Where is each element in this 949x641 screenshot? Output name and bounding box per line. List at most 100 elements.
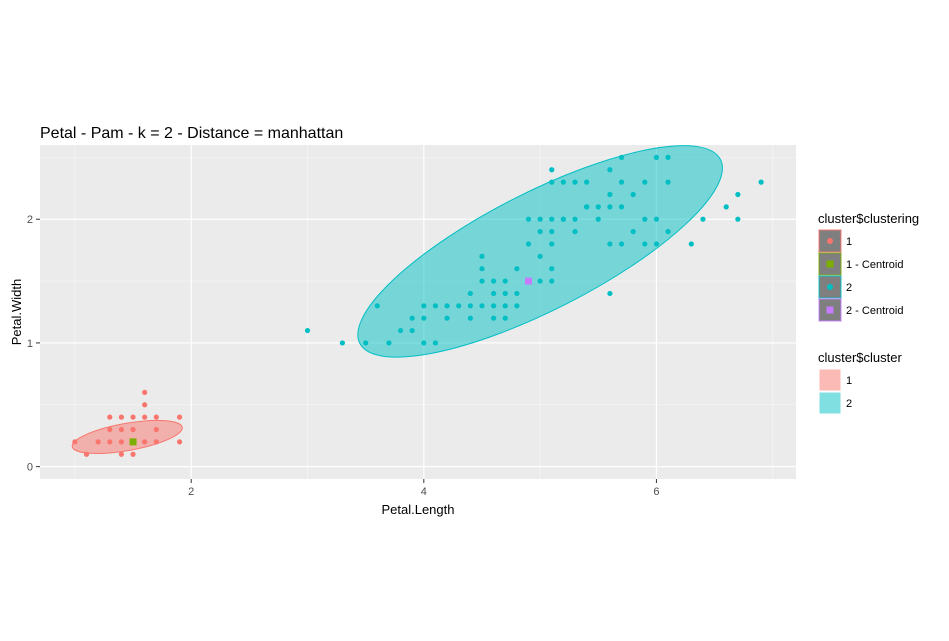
- data-point-cluster-2: [653, 154, 660, 160]
- data-point-cluster-2: [618, 179, 625, 185]
- data-point-cluster-2: [467, 290, 473, 297]
- data-point-cluster-2: [595, 204, 601, 210]
- data-point-cluster-2: [502, 303, 508, 309]
- data-point-cluster-2: [688, 241, 694, 247]
- legend-title: cluster$clustering: [818, 211, 919, 226]
- data-point-cluster-1: [107, 426, 113, 433]
- data-point-cluster-2: [502, 315, 508, 321]
- data-point-cluster-2: [397, 327, 404, 334]
- data-point-cluster-2: [491, 303, 497, 309]
- data-point-cluster-2: [607, 241, 613, 247]
- data-point-cluster-1: [176, 414, 183, 420]
- data-point-cluster-2: [758, 179, 764, 185]
- data-point-cluster-2: [514, 266, 520, 272]
- legend-label: 1: [846, 375, 852, 387]
- data-point-cluster-2: [607, 167, 613, 173]
- legend-key: [818, 391, 842, 415]
- data-point-cluster-2: [549, 228, 555, 235]
- legend-label: 1 - Centroid: [846, 259, 903, 271]
- data-point-cluster-1: [176, 439, 183, 445]
- data-point-cluster-1: [118, 414, 125, 420]
- y-tick-label: 0: [27, 462, 33, 474]
- data-point-cluster-1: [142, 439, 148, 445]
- data-point-cluster-2: [560, 216, 566, 222]
- data-point-cluster-2: [735, 191, 741, 198]
- data-point-cluster-2: [421, 303, 427, 309]
- data-point-cluster-2: [584, 179, 590, 185]
- data-point-cluster-2: [537, 228, 543, 235]
- data-point-cluster-2: [642, 241, 648, 247]
- data-point-cluster-2: [456, 303, 462, 309]
- data-point-cluster-2: [537, 253, 543, 259]
- data-point-cluster-2: [607, 191, 613, 198]
- centroid-markers: [129, 277, 532, 446]
- data-point-cluster-1: [107, 439, 113, 445]
- data-point-cluster-2: [479, 253, 485, 259]
- data-point-cluster-2: [607, 204, 613, 210]
- legend-label: 1: [846, 236, 852, 248]
- data-point-cluster-2: [618, 204, 625, 210]
- data-point-cluster-1: [72, 439, 78, 445]
- legend-key-marker: [826, 260, 834, 268]
- centroid-marker: [129, 438, 137, 446]
- data-point-cluster-2: [479, 278, 485, 284]
- data-point-cluster-2: [642, 216, 648, 222]
- data-point-cluster-2: [665, 154, 671, 160]
- data-point-cluster-2: [444, 315, 450, 321]
- data-point-cluster-2: [723, 204, 729, 210]
- data-point-cluster-2: [409, 327, 415, 334]
- data-point-cluster-1: [153, 439, 159, 445]
- data-point-cluster-2: [421, 315, 427, 321]
- data-point-cluster-2: [467, 303, 473, 309]
- data-point-cluster-1: [118, 426, 125, 433]
- data-point-cluster-2: [549, 241, 555, 247]
- data-point-cluster-2: [618, 241, 625, 247]
- data-point-cluster-2: [665, 179, 671, 185]
- data-point-cluster-2: [653, 241, 660, 247]
- legend-label: 2 - Centroid: [846, 305, 903, 317]
- x-tick-label: 4: [421, 486, 427, 498]
- data-point-cluster-2: [584, 204, 590, 210]
- legend-key-marker: [826, 306, 834, 314]
- data-point-cluster-2: [432, 340, 439, 346]
- legend-key-marker: [827, 238, 833, 244]
- data-points: [72, 154, 764, 457]
- data-point-cluster-2: [467, 315, 473, 321]
- data-point-cluster-2: [665, 228, 671, 235]
- data-point-cluster-2: [304, 327, 311, 334]
- data-point-cluster-2: [479, 266, 485, 272]
- legend-key: [818, 368, 842, 392]
- data-point-cluster-2: [444, 303, 450, 309]
- y-axis-title: Petal.Width: [9, 279, 24, 345]
- data-point-cluster-2: [421, 340, 427, 346]
- data-point-cluster-2: [386, 340, 392, 346]
- data-point-cluster-2: [491, 278, 497, 284]
- data-point-cluster-2: [653, 216, 660, 222]
- data-point-cluster-1: [130, 414, 136, 420]
- data-point-cluster-1: [142, 389, 148, 396]
- data-point-cluster-1: [95, 439, 101, 445]
- data-point-cluster-1: [153, 414, 159, 420]
- data-point-cluster-1: [107, 414, 113, 420]
- data-point-cluster-2: [700, 216, 706, 222]
- legend-key-marker: [827, 284, 833, 290]
- data-point-cluster-2: [630, 191, 636, 198]
- data-point-cluster-1: [118, 451, 125, 457]
- centroid-marker: [524, 277, 532, 285]
- data-point-cluster-1: [118, 439, 125, 445]
- data-point-cluster-1: [142, 402, 148, 408]
- data-point-cluster-2: [537, 278, 543, 284]
- y-tick-label: 2: [27, 214, 33, 226]
- legend-title: cluster$cluster: [818, 350, 902, 365]
- data-point-cluster-2: [525, 216, 532, 222]
- data-point-cluster-2: [502, 290, 508, 297]
- legends: cluster$clustering 1 1 - Centroid 2 2 - Cent…: [818, 211, 919, 415]
- data-point-cluster-2: [432, 303, 439, 309]
- data-point-cluster-2: [537, 216, 543, 222]
- data-point-cluster-2: [491, 315, 497, 321]
- data-point-cluster-2: [514, 303, 520, 309]
- data-point-cluster-2: [735, 216, 741, 222]
- x-tick-label: 2: [188, 486, 194, 498]
- x-axis-title: Petal.Length: [381, 502, 454, 517]
- chart-title: Petal - Pam - k = 2 - Distance = manhatt…: [40, 125, 343, 142]
